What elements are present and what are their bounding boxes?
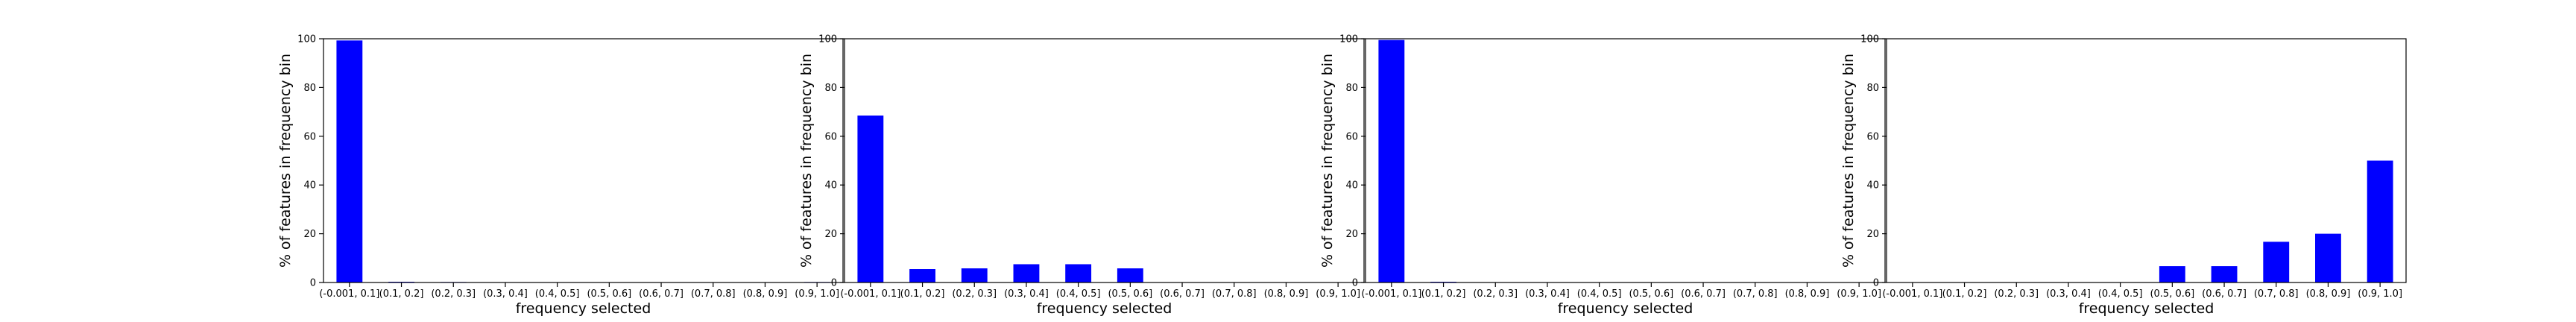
y-tick-label: 60 [1866, 131, 1879, 142]
y-tick-label: 80 [1866, 83, 1879, 94]
chart-panel-2: 0 20 40 60 80 100 (-0.001, 0.1] (0.1, 0.2] (0.2,… [798, 34, 1365, 317]
x-tick-label: (0.7, 0.8] [1212, 288, 1257, 300]
y-tick-label: 100 [818, 34, 837, 45]
plot-area-frame [1365, 38, 1886, 283]
plot-area-frame [323, 38, 844, 283]
y-axis-title: % of features in frequency bin [1319, 54, 1336, 268]
x-tick-label: (0.2, 0.3] [1994, 288, 2039, 300]
chart-panel-3: 0 20 40 60 80 100 (-0.001, 0.1] (0.1, 0.2] (0.2,… [1319, 34, 1886, 317]
x-tick-label: (0.7, 0.8] [1733, 288, 1778, 300]
x-tick-label: (0.8, 0.9] [1264, 288, 1309, 300]
x-tick-label: (0.3, 0.4] [483, 288, 528, 300]
y-tick-label: 80 [1345, 83, 1358, 94]
x-tick-label: (0.5, 0.6] [2150, 288, 2194, 300]
x-axis-title: frequency selected [2079, 300, 2214, 317]
y-tick-label: 0 [1873, 278, 1879, 289]
x-tick-label: (0.1, 0.2] [900, 288, 945, 300]
y-tick-label: 40 [824, 180, 837, 192]
plot-area-frame [1886, 38, 2407, 283]
x-tick-label: (0.8, 0.9] [2306, 288, 2351, 300]
bar-1 [336, 40, 363, 282]
x-tick-label: (0.4, 0.5] [535, 288, 580, 300]
x-tick-label: (0.2, 0.3] [1473, 288, 1518, 300]
plot-area-frame [844, 38, 1365, 283]
x-tick-label: (0.6, 0.7] [1681, 288, 1726, 300]
y-tick-label: 100 [1339, 34, 1358, 45]
x-tick-label: (0.3, 0.4] [1004, 288, 1049, 300]
bar-4 [1013, 264, 1040, 282]
y-tick-label: 0 [831, 278, 837, 289]
x-tick-label: (0.8, 0.9] [1785, 288, 1830, 300]
chart-panel-4: 0 20 40 60 80 100 (-0.001, 0.1] (0.1, 0.2] (0.2,… [1840, 34, 2407, 317]
bar-6 [1117, 268, 1143, 282]
bar-5 [1065, 264, 1092, 282]
x-axis-title: frequency selected [516, 300, 651, 317]
x-tick-label: (0.4, 0.5] [1577, 288, 1622, 300]
y-tick-label: 80 [303, 83, 316, 94]
x-tick-label: (0.4, 0.5] [1056, 288, 1101, 300]
y-tick-label: 40 [1866, 180, 1879, 192]
x-tick-label: (0.1, 0.2] [379, 288, 424, 300]
y-tick-label: 100 [1860, 34, 1879, 45]
x-tick-label: (0.9, 1.0] [795, 288, 839, 300]
bar-3 [961, 268, 988, 282]
y-tick-label: 0 [1352, 278, 1358, 289]
x-tick-label: (0.2, 0.3] [952, 288, 997, 300]
bar-8 [2263, 242, 2290, 282]
x-tick-label: (0.1, 0.2] [1942, 288, 1987, 300]
y-tick-label: 60 [303, 131, 316, 142]
x-tick-label: (0.7, 0.8] [2254, 288, 2299, 300]
y-tick-label: 20 [1345, 229, 1358, 240]
y-tick-label: 40 [1345, 180, 1358, 192]
x-tick-label: (-0.001, 0.1] [840, 288, 900, 300]
bar-9 [2315, 233, 2341, 282]
bar-2 [909, 269, 935, 282]
x-axis-title: frequency selected [1037, 300, 1172, 317]
y-axis-title: % of features in frequency bin [277, 54, 294, 268]
x-tick-label: (0.5, 0.6] [587, 288, 631, 300]
y-tick-label: 20 [1866, 229, 1879, 240]
bar-1 [857, 116, 884, 282]
x-tick-label: (0.6, 0.7] [639, 288, 684, 300]
x-tick-label: (0.5, 0.6] [1108, 288, 1152, 300]
bar-6 [2159, 266, 2185, 282]
x-tick-label: (0.6, 0.7] [1160, 288, 1205, 300]
y-tick-label: 20 [303, 229, 316, 240]
y-tick-label: 20 [824, 229, 837, 240]
x-tick-label: (-0.001, 0.1] [319, 288, 379, 300]
bar-1 [1378, 40, 1405, 282]
x-tick-label: (0.1, 0.2] [1421, 288, 1466, 300]
x-tick-label: (0.2, 0.3] [431, 288, 476, 300]
x-tick-label: (0.4, 0.5] [2098, 288, 2143, 300]
chart-panel-1: 0 20 40 60 80 100 (-0.001, 0.1] (0.1, 0.2] (0.2,… [277, 34, 844, 317]
y-tick-label: 40 [303, 180, 316, 192]
x-tick-label: (0.9, 1.0] [1837, 288, 1881, 300]
x-tick-label: (0.3, 0.4] [1525, 288, 1570, 300]
x-tick-label: (0.9, 1.0] [1316, 288, 1360, 300]
y-axis-title: % of features in frequency bin [798, 54, 815, 268]
y-tick-label: 80 [824, 83, 837, 94]
x-tick-label: (-0.001, 0.1] [1361, 288, 1421, 300]
x-tick-label: (0.6, 0.7] [2202, 288, 2247, 300]
y-tick-label: 60 [824, 131, 837, 142]
bar-7 [2211, 266, 2238, 282]
y-tick-label: 60 [1345, 131, 1358, 142]
y-axis-title: % of features in frequency bin [1840, 54, 1857, 268]
y-tick-label: 0 [310, 278, 316, 289]
y-tick-label: 100 [297, 34, 316, 45]
x-tick-label: (0.3, 0.4] [2046, 288, 2091, 300]
x-axis-title: frequency selected [1558, 300, 1693, 317]
x-tick-label: (0.5, 0.6] [1629, 288, 1673, 300]
bar-10 [2367, 160, 2393, 282]
x-tick-label: (0.8, 0.9] [743, 288, 788, 300]
x-tick-label: (0.9, 1.0] [2358, 288, 2402, 300]
x-tick-label: (0.7, 0.8] [691, 288, 736, 300]
x-tick-label: (-0.001, 0.1] [1882, 288, 1942, 300]
